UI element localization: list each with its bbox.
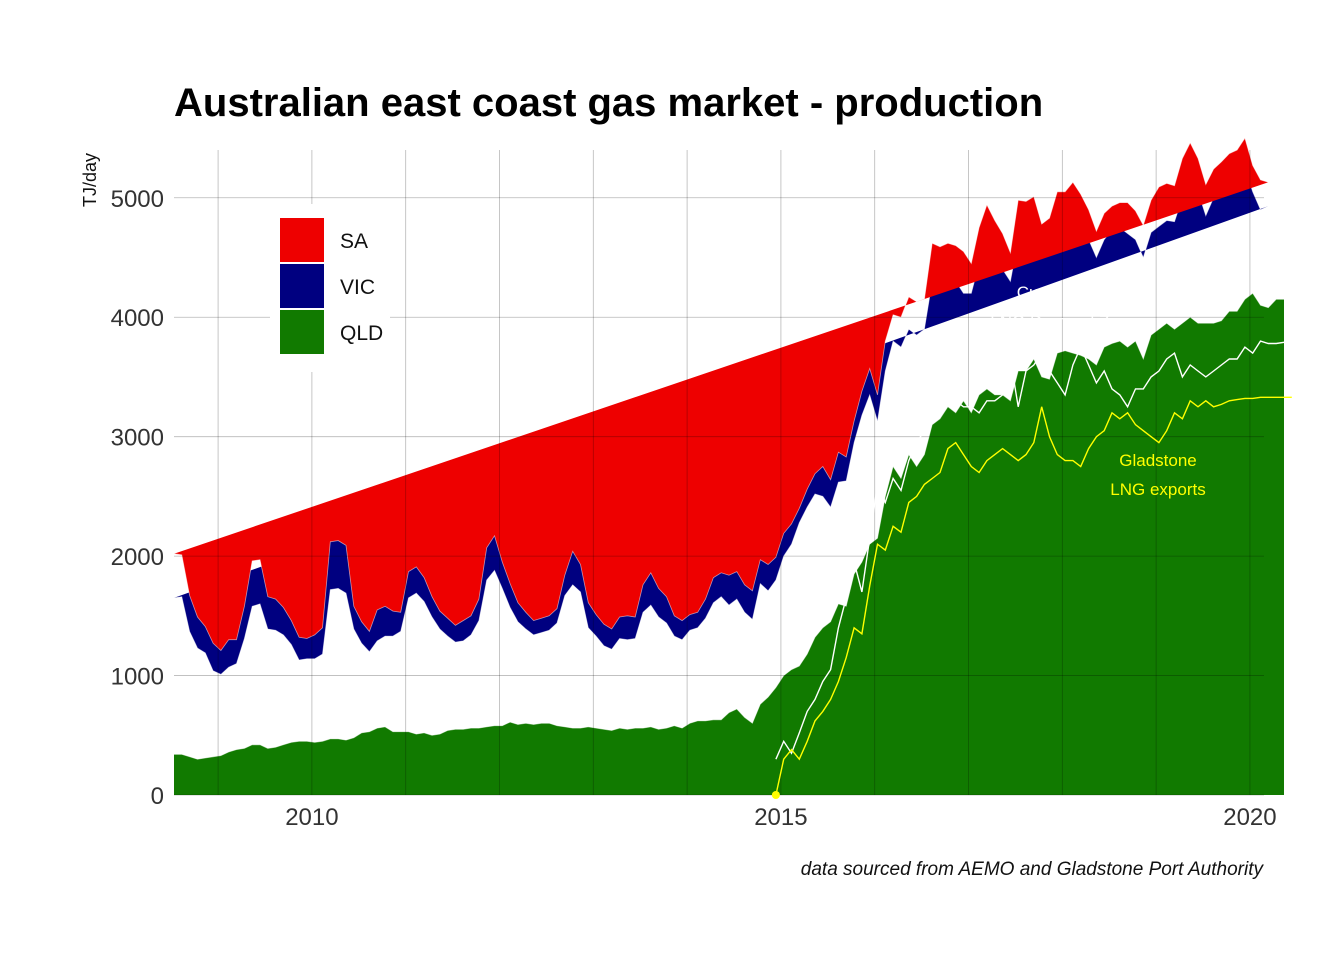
legend-key-vic [280, 264, 324, 308]
line-layer [771, 340, 1292, 799]
y-tick-label: 1000 [111, 664, 164, 691]
legend-label-vic: VIC [340, 276, 375, 299]
area-layer [173, 137, 1284, 795]
y-tick-label: 3000 [111, 425, 164, 452]
x-tick-labels: 2010 2015 2020 [285, 804, 1276, 831]
area-edge-qld [174, 292, 1284, 760]
legend-key-qld [280, 310, 324, 354]
y-axis-label: TJ/day [80, 153, 100, 207]
x-tick-label: 2010 [285, 804, 338, 831]
x-tick-label: 2015 [754, 804, 807, 831]
line-curtis-island [775, 340, 1292, 760]
annotation-gladstone-line2: LNG exports [1110, 480, 1205, 499]
annotation-curtis-line2: LNG Demand Zone [990, 312, 1137, 331]
y-tick-label: 0 [151, 783, 164, 810]
area-edge-sa [173, 137, 1269, 652]
y-tick-label: 5000 [111, 186, 164, 213]
area-qld [174, 293, 1284, 795]
y-tick-label: 2000 [111, 544, 164, 571]
y-tick-label: 4000 [111, 305, 164, 332]
annotation-curtis-line1: Curtis Island [1017, 283, 1111, 302]
y-tick-labels: 0 1000 2000 3000 4000 5000 [111, 186, 164, 810]
chart-title: Australian east coast gas market - produ… [174, 81, 1043, 125]
legend-key-sa [280, 218, 324, 262]
line-gladstone-exports [775, 396, 1292, 796]
annotation-gladstone-line1: Gladstone [1119, 451, 1197, 470]
legend-label-qld: QLD [340, 322, 383, 345]
x-tick-label: 2020 [1223, 804, 1276, 831]
annotations: Curtis Island LNG Demand Zone Gladstone … [990, 283, 1205, 499]
caption: data sourced from AEMO and Gladstone Por… [801, 859, 1265, 880]
legend: SA VIC QLD [270, 204, 390, 372]
gladstone-start-point [771, 791, 780, 799]
legend-label-sa: SA [340, 230, 368, 253]
area-sa [174, 138, 1269, 651]
